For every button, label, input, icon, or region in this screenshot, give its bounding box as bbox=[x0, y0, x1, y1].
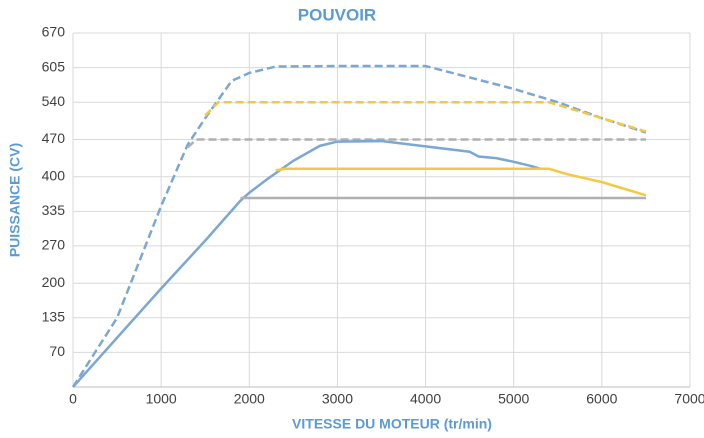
x-tick-label: 3000 bbox=[322, 391, 353, 407]
x-tick-label: 5000 bbox=[498, 391, 529, 407]
y-tick-label: 200 bbox=[42, 274, 66, 290]
y-tick-label: 400 bbox=[42, 167, 66, 183]
series-line bbox=[71, 64, 647, 388]
y-tick-label: 470 bbox=[42, 130, 66, 146]
y-axis-title: PUISSANCE (CV) bbox=[7, 143, 23, 257]
x-axis-title: VITESSE DU MOTEUR (tr/min) bbox=[292, 416, 492, 432]
x-tick-label: 1000 bbox=[146, 391, 177, 407]
y-tick-label: 335 bbox=[42, 202, 66, 218]
chart-title: POUVOIR bbox=[298, 5, 376, 24]
y-tick-label: 605 bbox=[42, 58, 66, 74]
x-tick-label: 6000 bbox=[586, 391, 617, 407]
series-line bbox=[204, 100, 647, 133]
series-line bbox=[275, 167, 647, 197]
x-tick-label: 7000 bbox=[674, 391, 704, 407]
y-tick-label: 270 bbox=[42, 237, 66, 253]
x-tick-label: 2000 bbox=[234, 391, 265, 407]
y-tick-label: 70 bbox=[49, 343, 65, 359]
y-tick-label: 540 bbox=[42, 93, 66, 109]
y-tick-label: 135 bbox=[42, 309, 66, 325]
x-tick-label: 4000 bbox=[410, 391, 441, 407]
series-line bbox=[186, 138, 646, 149]
y-tick-label: 670 bbox=[42, 24, 66, 40]
series-line bbox=[72, 139, 541, 388]
x-tick-label: 0 bbox=[69, 391, 77, 407]
